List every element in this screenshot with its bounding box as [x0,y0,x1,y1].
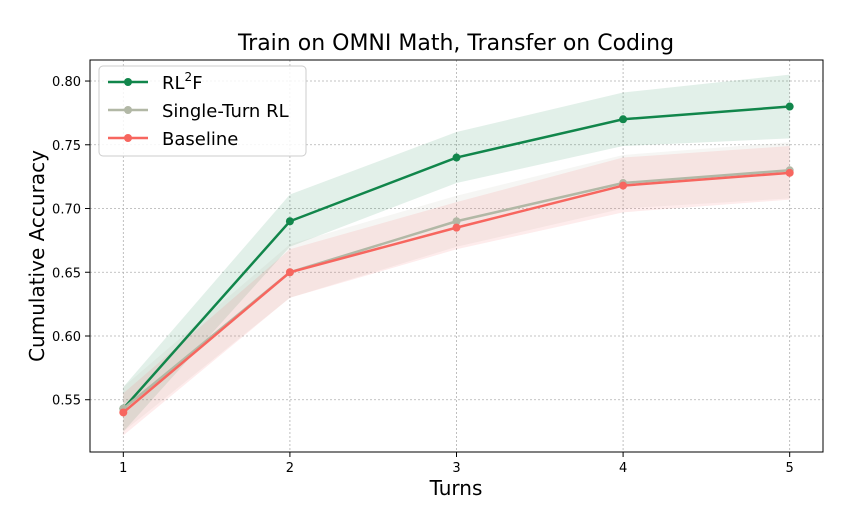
data-point [285,268,294,277]
y-tick-label: 0.55 [52,394,81,409]
data-point [785,168,794,177]
data-point [119,408,128,417]
y-tick-label: 0.75 [52,139,81,154]
data-point [619,181,628,190]
x-tick-label: 3 [452,461,460,476]
data-point [285,217,294,226]
x-tick-label: 5 [786,461,794,476]
data-point [452,153,461,162]
legend-marker [124,134,132,142]
legend-label: Single-Turn RL [162,101,289,122]
x-tick-label: 2 [286,461,294,476]
y-axis-label: Cumulative Accuracy [25,150,49,362]
data-point [452,217,461,226]
legend-marker [124,78,132,86]
data-point [785,102,794,111]
legend-label: RL2F [162,70,203,94]
y-tick-label: 0.60 [52,330,81,345]
confidence-band-1 [123,142,790,432]
legend: RL2F Single-Turn RL Baseline [98,65,307,157]
y-tick-label: 0.65 [52,266,81,281]
legend-label: Baseline [162,129,238,150]
y-tick-label: 0.70 [52,203,81,218]
data-point [452,223,461,232]
chart-title: Train on OMNI Math, Transfer on Coding [237,31,674,56]
confidence-band-0 [123,74,790,432]
y-tick-label: 0.80 [52,75,81,90]
data-point [619,115,628,124]
legend-box [98,65,307,157]
x-tick-label: 4 [619,461,627,476]
x-tick-label: 1 [119,461,127,476]
x-axis-label: Turns [429,476,483,500]
legend-marker [124,106,132,114]
